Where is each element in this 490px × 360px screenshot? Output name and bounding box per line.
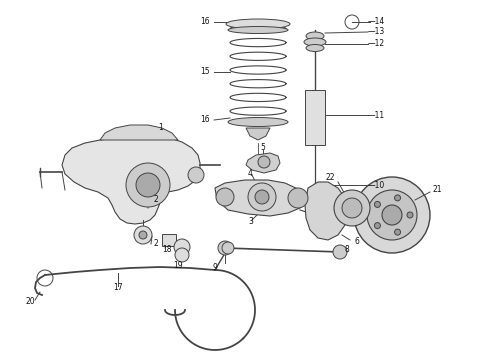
Text: 2: 2	[153, 195, 158, 204]
Circle shape	[288, 188, 308, 208]
Circle shape	[175, 248, 189, 262]
Polygon shape	[246, 153, 280, 173]
Text: —13: —13	[368, 27, 385, 36]
Text: 3: 3	[248, 217, 253, 226]
Ellipse shape	[228, 117, 288, 126]
Circle shape	[394, 195, 400, 201]
Circle shape	[134, 226, 152, 244]
Circle shape	[255, 190, 269, 204]
Text: 21: 21	[432, 185, 441, 194]
Circle shape	[394, 229, 400, 235]
Text: —10: —10	[368, 180, 385, 189]
Text: —12: —12	[368, 40, 385, 49]
Polygon shape	[246, 128, 270, 140]
Bar	[162, 234, 176, 246]
Polygon shape	[305, 182, 348, 240]
Circle shape	[374, 201, 380, 207]
Text: 8: 8	[344, 246, 349, 255]
Ellipse shape	[226, 19, 290, 29]
Text: 5: 5	[261, 144, 266, 153]
Bar	[305, 90, 325, 145]
Text: 17: 17	[113, 284, 123, 292]
Circle shape	[333, 245, 347, 259]
Polygon shape	[100, 125, 178, 140]
Text: —14: —14	[368, 18, 385, 27]
Circle shape	[174, 239, 190, 255]
Text: 15: 15	[200, 68, 210, 77]
Circle shape	[367, 190, 417, 240]
Circle shape	[139, 231, 147, 239]
Ellipse shape	[306, 32, 324, 40]
Circle shape	[188, 167, 204, 183]
Circle shape	[258, 156, 270, 168]
Text: 22: 22	[325, 174, 335, 183]
Circle shape	[126, 163, 170, 207]
Text: 16: 16	[200, 116, 210, 125]
Text: 16: 16	[200, 18, 210, 27]
Text: 1: 1	[158, 123, 163, 132]
Circle shape	[216, 188, 234, 206]
Circle shape	[222, 242, 234, 254]
Text: 20: 20	[25, 297, 35, 306]
Circle shape	[354, 177, 430, 253]
Polygon shape	[215, 180, 305, 216]
Ellipse shape	[304, 38, 326, 46]
Circle shape	[382, 205, 402, 225]
Polygon shape	[62, 136, 200, 224]
Circle shape	[218, 241, 232, 255]
Text: 18: 18	[162, 246, 171, 255]
Ellipse shape	[306, 45, 324, 51]
Ellipse shape	[228, 27, 288, 33]
Text: 4: 4	[248, 168, 253, 177]
Circle shape	[334, 190, 370, 226]
Circle shape	[407, 212, 413, 218]
Text: —11: —11	[368, 111, 385, 120]
Text: 19: 19	[173, 261, 183, 270]
Circle shape	[374, 222, 380, 229]
Circle shape	[342, 198, 362, 218]
Circle shape	[136, 173, 160, 197]
Text: 9: 9	[213, 264, 218, 273]
Text: 2: 2	[153, 239, 158, 248]
Circle shape	[248, 183, 276, 211]
Text: 6: 6	[354, 238, 359, 247]
